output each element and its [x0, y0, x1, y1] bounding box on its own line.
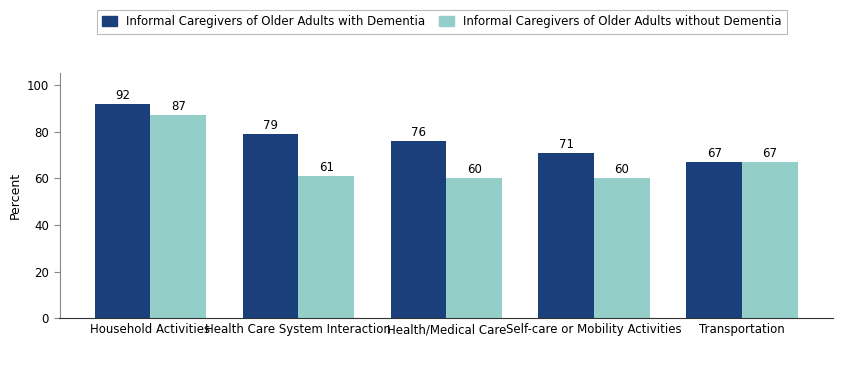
Text: 71: 71 [558, 138, 574, 151]
Text: 87: 87 [171, 100, 185, 113]
Bar [594, 178, 650, 318]
Text: 61: 61 [319, 161, 334, 174]
Bar [94, 104, 150, 318]
Text: 92: 92 [115, 89, 130, 102]
Text: 67: 67 [707, 147, 722, 160]
Bar [687, 162, 742, 318]
Bar [242, 134, 298, 318]
Bar [742, 162, 798, 318]
Bar [390, 141, 446, 318]
Text: 60: 60 [467, 164, 482, 176]
Text: 79: 79 [263, 119, 278, 132]
Text: 60: 60 [615, 164, 630, 176]
Bar [150, 115, 206, 318]
Text: 67: 67 [762, 147, 778, 160]
Y-axis label: Percent: Percent [8, 172, 21, 219]
Legend: Informal Caregivers of Older Adults with Dementia, Informal Caregivers of Older : Informal Caregivers of Older Adults with… [97, 10, 787, 34]
Bar [446, 178, 502, 318]
Text: 76: 76 [411, 126, 426, 139]
Bar [298, 176, 354, 318]
Bar [539, 153, 594, 318]
